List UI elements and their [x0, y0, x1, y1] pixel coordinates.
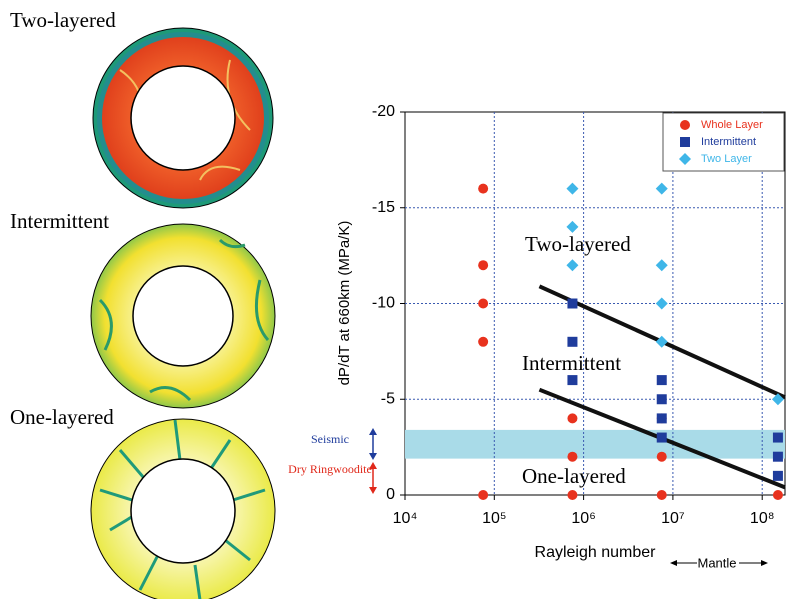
ringwoodite-label: Dry Ringwoodite [288, 462, 372, 477]
legend-label: Whole Layer [701, 119, 763, 131]
marker-diamond [656, 259, 668, 271]
seismic-arrow [369, 428, 377, 460]
marker-diamond [566, 183, 578, 195]
marker-square [773, 433, 783, 443]
marker-circle [773, 490, 783, 500]
marker-circle [478, 184, 488, 194]
marker-circle [567, 490, 577, 500]
marker-circle [478, 299, 488, 309]
x-axis-title: Rayleigh number [535, 544, 657, 561]
annotation: Mantle [697, 555, 736, 570]
marker-diamond [656, 298, 668, 310]
marker-square [657, 394, 667, 404]
marker-square [657, 433, 667, 443]
ring-intermittent [91, 224, 275, 408]
marker-circle [657, 452, 667, 462]
marker-square [657, 375, 667, 385]
shaded-band [405, 430, 785, 459]
legend-label: Two Layer [701, 153, 752, 165]
legend-label: Intermittent [701, 136, 756, 148]
x-tick-label: 10⁴ [393, 510, 418, 527]
marker-square [567, 337, 577, 347]
marker-circle [478, 337, 488, 347]
panel-label: Intermittent [10, 209, 109, 233]
y-tick-label: 0 [386, 486, 395, 503]
annotation: One-layered [522, 464, 626, 488]
x-tick-label: 10⁶ [571, 510, 595, 527]
marker-diamond [656, 183, 668, 195]
ring-two-layered [93, 28, 273, 208]
marker-square [567, 375, 577, 385]
x-tick-label: 10⁵ [482, 510, 506, 527]
ring-one-layered [91, 419, 275, 599]
seismic-label: Seismic [311, 432, 349, 446]
marker-circle [680, 120, 690, 130]
marker-diamond [566, 259, 578, 271]
marker-circle [478, 490, 488, 500]
marker-square [567, 299, 577, 309]
x-tick-label: 10⁸ [750, 510, 775, 527]
marker-circle [657, 490, 667, 500]
marker-square [773, 471, 783, 481]
marker-circle [478, 260, 488, 270]
x-tick-label: 10⁷ [661, 510, 685, 527]
marker-circle [567, 452, 577, 462]
marker-square [657, 413, 667, 423]
marker-circle [567, 413, 577, 423]
page: Two-layered Intermittent One-layered Sei… [0, 0, 787, 599]
figure: Two-layered Intermittent One-layered Sei… [0, 0, 787, 599]
y-tick-label: -20 [372, 103, 395, 120]
marker-square [773, 452, 783, 462]
legend: Whole Layer Intermittent Two Layer [663, 113, 784, 171]
y-tick-label: -5 [381, 390, 395, 407]
annotation: Two-layered [525, 232, 631, 256]
panel-label: One-layered [10, 405, 114, 429]
panel-label: Two-layered [10, 8, 116, 32]
marker-square [680, 137, 690, 147]
y-tick-label: -15 [372, 199, 395, 216]
y-axis-title: dP/dT at 660km (MPa/K) [336, 221, 353, 386]
y-tick-label: -10 [372, 295, 395, 312]
annotation: Intermittent [522, 351, 621, 375]
